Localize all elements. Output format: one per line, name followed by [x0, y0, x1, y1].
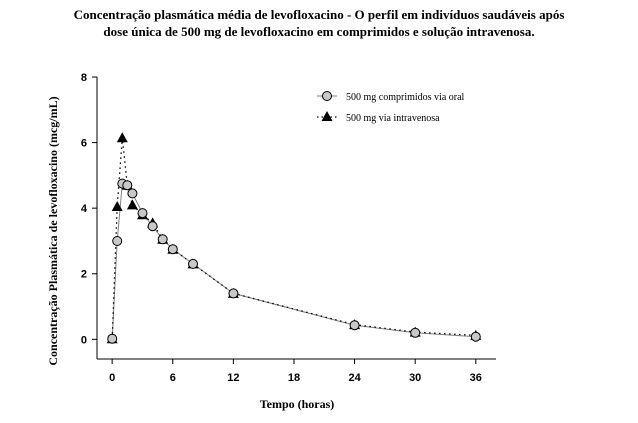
- marker-oral: [112, 236, 123, 246]
- marker-oral: [228, 288, 239, 299]
- marker-oral: [167, 244, 178, 255]
- legend-item-iv: 500 mg via intravenosa: [317, 111, 440, 124]
- y-axis-label: Concentração Plasmática de levofloxacino…: [46, 96, 60, 365]
- axes: [96, 77, 496, 360]
- marker-oral: [137, 208, 148, 219]
- legend-label-iv: 500 mg via intravenosa: [346, 113, 440, 124]
- marker-oral: [127, 188, 138, 199]
- y-tick-label: 0: [81, 334, 87, 346]
- marker-iv: [116, 132, 128, 143]
- x-tick-label: 36: [470, 372, 482, 384]
- x-tick-label: 12: [227, 372, 239, 384]
- x-tick-label: 24: [348, 372, 361, 384]
- legend: 500 mg comprimidos via oral 500 mg via i…: [317, 91, 465, 124]
- marker-iv: [126, 199, 138, 210]
- marker-iv: [111, 201, 123, 211]
- x-tick-label: 0: [109, 372, 115, 384]
- x-axis-label: Tempo (horas): [260, 397, 335, 411]
- series-markers: [106, 132, 482, 344]
- chart-title-line-1: Concentração plasmática média de levoflo…: [73, 7, 565, 22]
- marker-oral: [147, 221, 158, 232]
- y-tick-label: 4: [81, 203, 88, 215]
- marker-oral: [188, 258, 198, 269]
- marker-oral: [349, 320, 360, 331]
- chart-title: Concentração plasmática média de levoflo…: [0, 6, 638, 40]
- y-tick-label: 2: [81, 269, 87, 281]
- marker-oral: [122, 180, 133, 191]
- x-tick-label: 18: [288, 372, 300, 384]
- marker-oral: [107, 333, 118, 344]
- legend-marker-oral: [322, 91, 332, 101]
- legend-label-oral: 500 mg comprimidos via oral: [346, 92, 465, 103]
- marker-oral: [410, 327, 421, 338]
- series-line-oral: [111, 182, 476, 339]
- y-tick-label: 8: [81, 72, 87, 84]
- x-tick-label: 30: [409, 372, 421, 384]
- legend-item-oral: 500 mg comprimidos via oral: [317, 91, 465, 103]
- x-tick-label: 6: [170, 372, 176, 384]
- marker-oral: [470, 331, 481, 342]
- chart-title-line-2: dose única de 500 mg de levofloxacino em…: [103, 24, 535, 39]
- series-line-iv: [111, 137, 476, 339]
- marker-oral: [157, 234, 168, 245]
- legend-marker-iv: [321, 111, 333, 121]
- y-tick-label: 6: [81, 138, 87, 150]
